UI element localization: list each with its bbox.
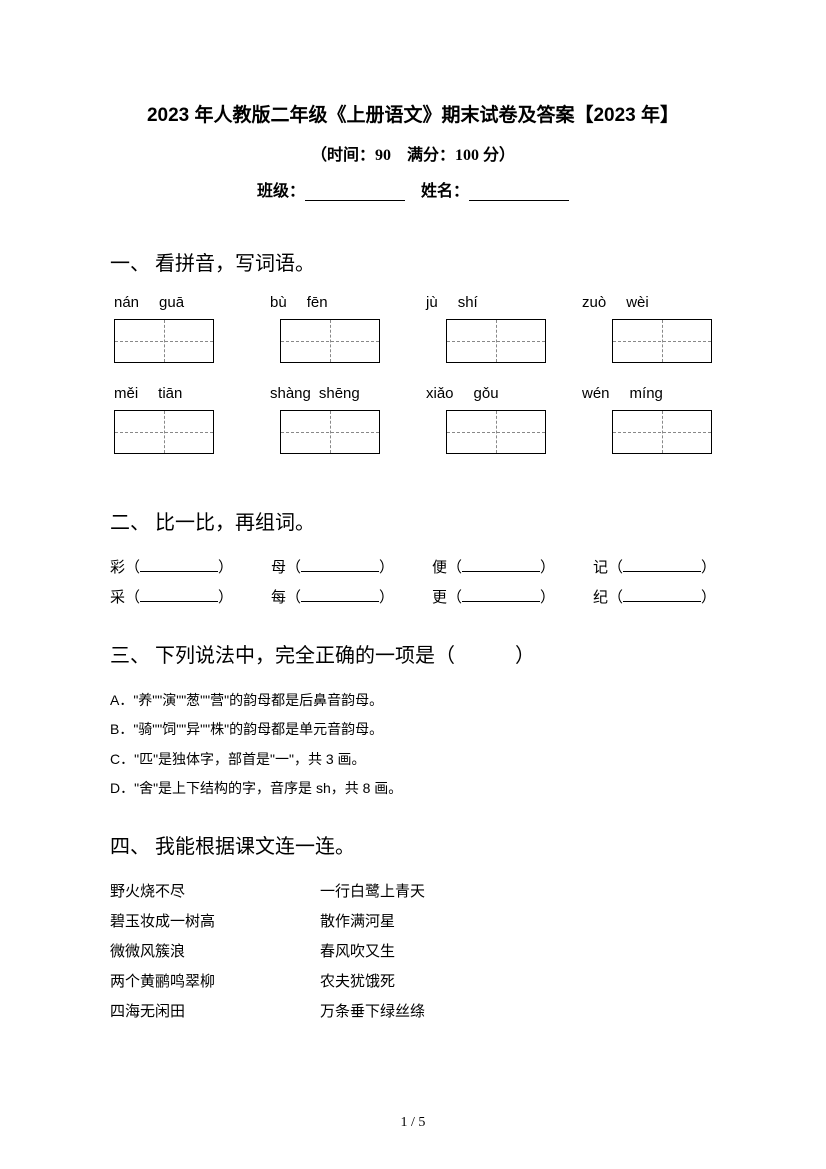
q2-blank[interactable] [623, 588, 701, 602]
char-box[interactable] [446, 410, 546, 454]
name-blank[interactable] [469, 183, 569, 201]
exam-subtitle: （时间：90 满分：100 分） [110, 141, 716, 165]
q2-blank[interactable] [623, 558, 701, 572]
q2-item: 每（） [271, 583, 394, 613]
q2-title: 二、 比一比，再组词。 [110, 506, 716, 535]
q3-title: 三、 下列说法中，完全正确的一项是（ ） [110, 639, 716, 668]
pinyin: měi [114, 385, 138, 402]
q4-left[interactable]: 野火烧不尽 [110, 877, 320, 907]
q4-row: 四海无闲田万条垂下绿丝绦 [110, 997, 716, 1027]
q4-right[interactable]: 散作满河星 [320, 907, 395, 937]
pinyin: míng [630, 385, 663, 402]
pinyin: shàng [270, 385, 311, 402]
pinyin: gǒu [474, 385, 499, 402]
pinyin-group: xiǎo gǒu [426, 385, 556, 402]
q2-item: 记（） [593, 553, 716, 583]
q4-left[interactable]: 碧玉妆成一树高 [110, 907, 320, 937]
q2-blank[interactable] [301, 558, 379, 572]
q2-item: 采（） [110, 583, 233, 613]
q2-line-2: 采（） 每（） 更（） 纪（） [110, 583, 716, 613]
q2-blank[interactable] [301, 588, 379, 602]
name-label: 姓名： [421, 183, 469, 200]
q4-title: 四、 我能根据课文连一连。 [110, 830, 716, 859]
q2-item: 纪（） [593, 583, 716, 613]
q3-option-c[interactable]: C．"匹"是独体字，部首是"一"，共 3 画。 [110, 745, 716, 774]
q3-option-d[interactable]: D．"舍"是上下结构的字，音序是 sh，共 8 画。 [110, 774, 716, 803]
pinyin-group: měi tiān [114, 385, 244, 402]
pinyin: shēng [319, 385, 360, 402]
q2-char: 便 [432, 560, 447, 576]
q2-char: 更 [432, 590, 447, 606]
q3-option-a[interactable]: A．"养""演""葱""营"的韵母都是后鼻音韵母。 [110, 686, 716, 715]
char-box[interactable] [280, 319, 380, 363]
q2-item: 更（） [432, 583, 555, 613]
q2-item: 便（） [432, 553, 555, 583]
pinyin: wèi [626, 294, 649, 311]
pinyin: xiǎo [426, 385, 454, 402]
q4-row: 两个黄鹂鸣翠柳农夫犹饿死 [110, 967, 716, 997]
pinyin: fēn [307, 294, 328, 311]
student-info-line: 班级： 姓名： [110, 177, 716, 201]
char-box[interactable] [612, 319, 712, 363]
q1-box-row-2 [110, 410, 716, 454]
q2-line-1: 彩（） 母（） 便（） 记（） [110, 553, 716, 583]
pinyin-group: jù shí [426, 294, 556, 311]
pinyin-group: shàng shēng [270, 385, 400, 402]
q4-row: 微微风簇浪春风吹又生 [110, 937, 716, 967]
q2-blank[interactable] [462, 588, 540, 602]
q4-right[interactable]: 一行白鹭上青天 [320, 877, 425, 907]
pinyin: nán [114, 294, 139, 311]
q4-right[interactable]: 春风吹又生 [320, 937, 395, 967]
pinyin-group: bù fēn [270, 294, 400, 311]
q1-title: 一、 看拼音，写词语。 [110, 247, 716, 276]
pinyin: tiān [158, 385, 182, 402]
q2-item: 彩（） [110, 553, 233, 583]
char-box[interactable] [280, 410, 380, 454]
pinyin: wén [582, 385, 610, 402]
char-box[interactable] [446, 319, 546, 363]
q4-left[interactable]: 四海无闲田 [110, 997, 320, 1027]
q2-item: 母（） [271, 553, 394, 583]
q2-blank[interactable] [140, 588, 218, 602]
pinyin: shí [458, 294, 478, 311]
pinyin: guā [159, 294, 184, 311]
char-box[interactable] [114, 410, 214, 454]
char-box[interactable] [612, 410, 712, 454]
pinyin: jù [426, 294, 438, 311]
pinyin: zuò [582, 294, 606, 311]
q2-blank[interactable] [462, 558, 540, 572]
q4-left[interactable]: 微微风簇浪 [110, 937, 320, 967]
q1-pinyin-row-2: měi tiān shàng shēng xiǎo gǒu wén míng [110, 385, 716, 402]
q2-char: 母 [271, 560, 286, 576]
q4-right[interactable]: 农夫犹饿死 [320, 967, 395, 997]
class-blank[interactable] [305, 183, 405, 201]
page-number: 1 / 5 [0, 1115, 826, 1131]
exam-title: 2023 年人教版二年级《上册语文》期末试卷及答案【2023 年】 [110, 100, 716, 127]
q2-char: 每 [271, 590, 286, 606]
q2-char: 记 [593, 560, 608, 576]
q1-pinyin-row-1: nán guā bù fēn jù shí zuò wèi [110, 294, 716, 311]
q2-char: 纪 [593, 590, 608, 606]
pinyin-group: nán guā [114, 294, 244, 311]
pinyin-group: zuò wèi [582, 294, 712, 311]
q3-option-b[interactable]: B．"骑""饲""异""株"的韵母都是单元音韵母。 [110, 715, 716, 744]
q2-blank[interactable] [140, 558, 218, 572]
q2-char: 采 [110, 590, 125, 606]
q4-row: 野火烧不尽一行白鹭上青天 [110, 877, 716, 907]
char-box[interactable] [114, 319, 214, 363]
pinyin: bù [270, 294, 287, 311]
q2-char: 彩 [110, 560, 125, 576]
q1-box-row-1 [110, 319, 716, 363]
q4-row: 碧玉妆成一树高散作满河星 [110, 907, 716, 937]
pinyin-group: wén míng [582, 385, 712, 402]
q4-right[interactable]: 万条垂下绿丝绦 [320, 997, 425, 1027]
class-label: 班级： [257, 183, 305, 200]
q4-left[interactable]: 两个黄鹂鸣翠柳 [110, 967, 320, 997]
